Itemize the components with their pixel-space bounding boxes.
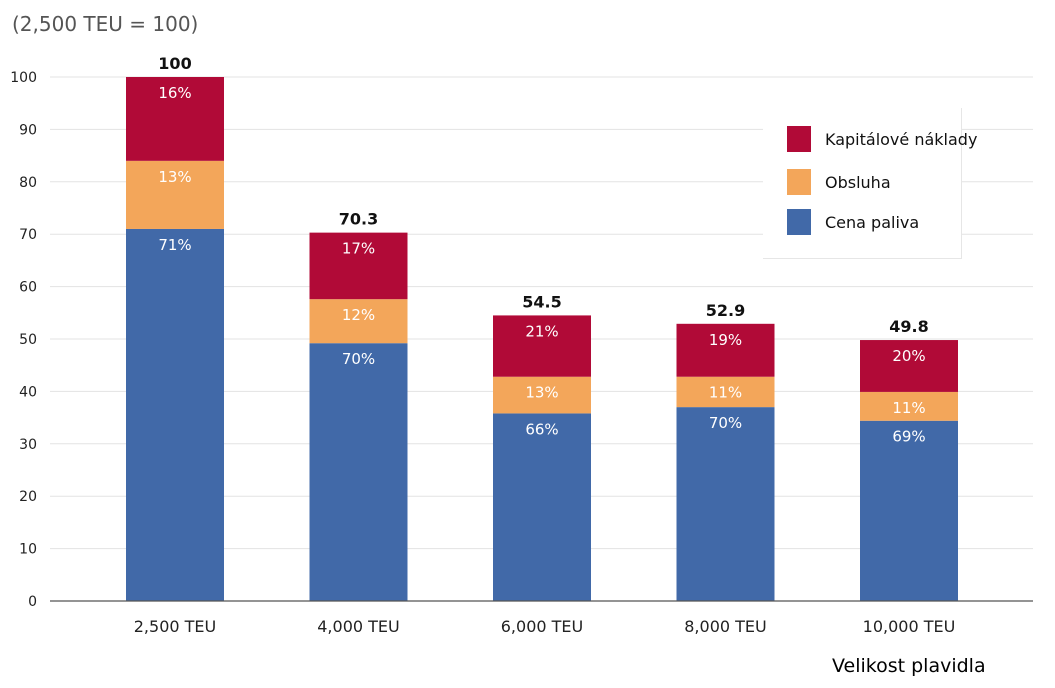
segment-percent-label: 11%	[892, 399, 925, 417]
segment-percent-label: 70%	[342, 350, 375, 368]
segment-percent-label: 20%	[892, 347, 925, 365]
segment-percent-label: 12%	[342, 306, 375, 324]
legend-item-cena-paliva: Cena paliva	[787, 209, 919, 235]
bar-segment	[309, 232, 408, 300]
legend-label: Obsluha	[825, 172, 891, 192]
segment-percent-label: 13%	[158, 168, 191, 186]
bar-segment	[676, 323, 775, 377]
x-tick-label: 10,000 TEU	[863, 617, 956, 636]
segment-percent-label: 21%	[525, 322, 558, 340]
legend: Kapitálové náklady Obsluha Cena paliva	[763, 108, 977, 259]
bar-segment	[126, 77, 224, 161]
segment-percent-label: 17%	[342, 240, 375, 258]
bar-total-label: 54.5	[522, 292, 561, 311]
y-tick-label: 30	[19, 437, 37, 453]
segment-percent-label: 71%	[158, 236, 191, 254]
segment-percent-label: 66%	[525, 420, 558, 438]
y-tick-label: 40	[19, 384, 37, 400]
bar-segment	[860, 340, 958, 392]
x-tick-label: 4,000 TEU	[317, 617, 399, 636]
legend-label: Cena paliva	[825, 212, 920, 232]
bar-segment	[126, 160, 224, 229]
bar-segment	[676, 376, 775, 408]
bar-segment	[860, 391, 958, 421]
bar-segment	[493, 413, 591, 601]
segment-percent-label: 70%	[709, 414, 742, 432]
y-tick-label: 100	[10, 70, 37, 86]
segment-percent-label: 19%	[709, 331, 742, 349]
legend-label: Kapitálové náklady	[825, 129, 978, 149]
bar-total-label: 52.9	[706, 301, 745, 320]
bar-total-label: 49.8	[889, 317, 928, 336]
legend-swatch	[787, 209, 811, 235]
bar-segment	[860, 420, 958, 601]
bar-labels: 71% 13% 16% 100 70% 12% 17% 70.3 66% 13% 21% 54.5 70…	[158, 54, 928, 446]
y-tick-label: 20	[19, 489, 37, 505]
segment-percent-label: 69%	[892, 428, 925, 446]
y-tick-label: 80	[19, 175, 37, 191]
legend-swatch	[787, 169, 811, 195]
bar-segment	[676, 407, 775, 601]
bar-segment	[493, 315, 591, 377]
legend-item-obsluha: Obsluha	[787, 169, 891, 195]
x-tick-label: 2,500 TEU	[134, 617, 216, 636]
legend-item-kapitalove-naklady: Kapitálové náklady	[787, 126, 977, 152]
x-tick-label: 6,000 TEU	[501, 617, 583, 636]
segment-percent-label: 11%	[709, 384, 742, 402]
chart-subtitle: (2,500 TEU = 100)	[12, 12, 198, 36]
y-axis-ticks: 0 10 20 30 40 50 60 70 80 90 100	[10, 70, 37, 610]
segment-percent-label: 13%	[525, 384, 558, 402]
y-tick-label: 0	[28, 594, 37, 610]
bar-total-label: 70.3	[339, 210, 378, 229]
y-tick-label: 60	[19, 280, 37, 296]
bar-segment	[309, 299, 408, 344]
bars	[126, 77, 958, 601]
bar-total-label: 100	[158, 54, 191, 73]
y-tick-label: 70	[19, 227, 37, 243]
x-axis-ticks: 2,500 TEU 4,000 TEU 6,000 TEU 8,000 TEU 10,0…	[134, 617, 956, 636]
bar-segment	[126, 228, 224, 601]
x-tick-label: 8,000 TEU	[684, 617, 766, 636]
x-axis-title: Velikost plavidla	[832, 655, 986, 677]
bar-segment	[493, 376, 591, 414]
y-tick-label: 90	[19, 122, 37, 138]
legend-swatch	[787, 126, 811, 152]
segment-percent-label: 16%	[158, 84, 191, 102]
y-tick-label: 10	[19, 542, 37, 558]
bar-segment	[309, 343, 408, 601]
y-tick-label: 50	[19, 332, 37, 348]
